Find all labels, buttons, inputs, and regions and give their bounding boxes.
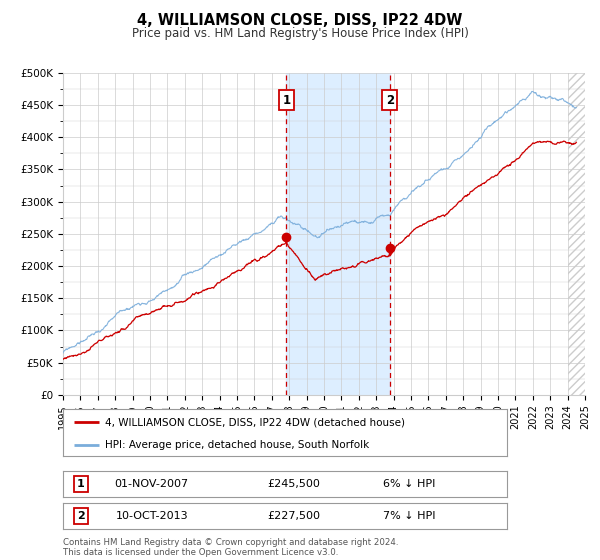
Text: 2: 2 — [386, 94, 394, 106]
Text: 4, WILLIAMSON CLOSE, DISS, IP22 4DW: 4, WILLIAMSON CLOSE, DISS, IP22 4DW — [137, 13, 463, 28]
Text: £227,500: £227,500 — [268, 511, 320, 521]
Text: 2: 2 — [77, 511, 85, 521]
Text: 4, WILLIAMSON CLOSE, DISS, IP22 4DW (detached house): 4, WILLIAMSON CLOSE, DISS, IP22 4DW (det… — [105, 417, 405, 427]
Text: 7% ↓ HPI: 7% ↓ HPI — [383, 511, 436, 521]
Text: Price paid vs. HM Land Registry's House Price Index (HPI): Price paid vs. HM Land Registry's House … — [131, 27, 469, 40]
Text: 6% ↓ HPI: 6% ↓ HPI — [383, 479, 436, 489]
Bar — [286, 73, 390, 395]
Text: HPI: Average price, detached house, South Norfolk: HPI: Average price, detached house, Sout… — [105, 440, 370, 450]
Bar — [568, 73, 593, 395]
Text: 1: 1 — [77, 479, 85, 489]
Text: Contains HM Land Registry data © Crown copyright and database right 2024.
This d: Contains HM Land Registry data © Crown c… — [63, 538, 398, 557]
Text: 1: 1 — [283, 94, 290, 106]
Text: 01-NOV-2007: 01-NOV-2007 — [115, 479, 189, 489]
Text: 10-OCT-2013: 10-OCT-2013 — [115, 511, 188, 521]
Text: £245,500: £245,500 — [268, 479, 320, 489]
